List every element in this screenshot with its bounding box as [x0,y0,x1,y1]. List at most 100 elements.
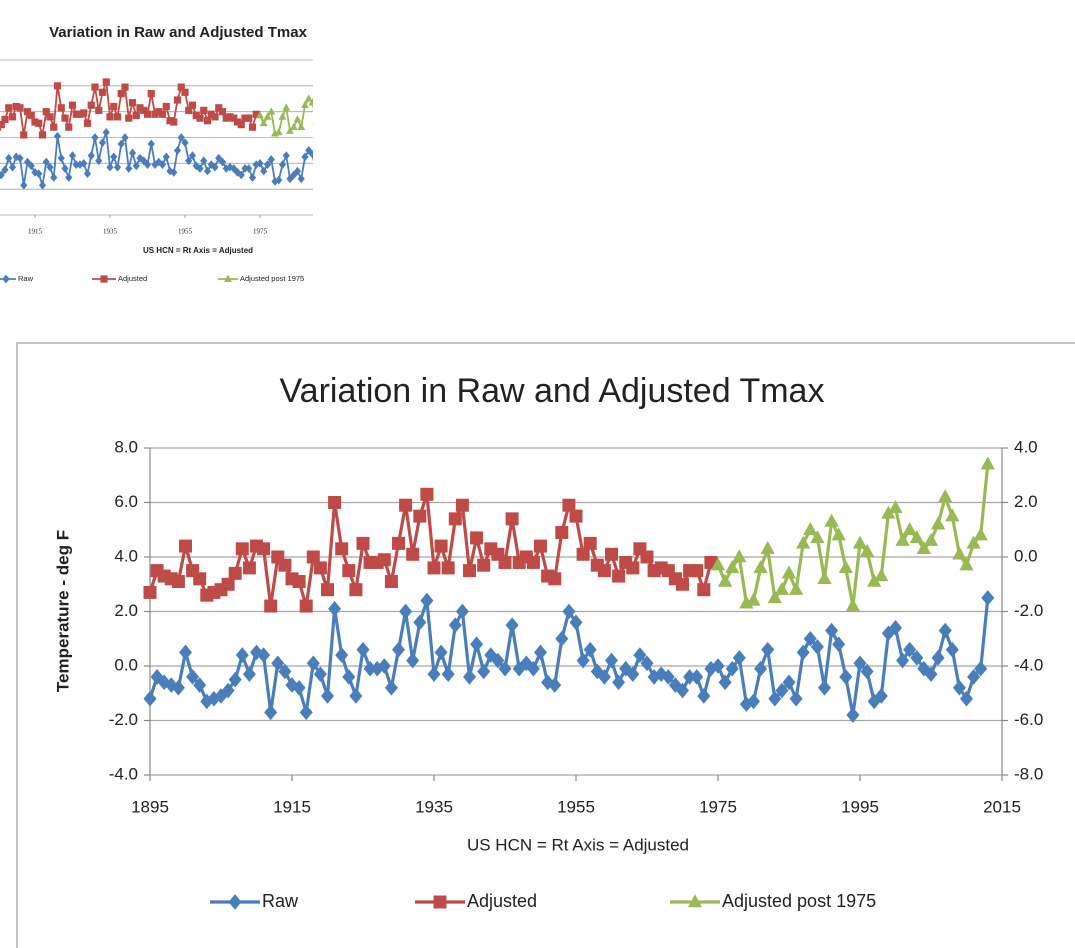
data-point [597,564,611,578]
legend-label: Raw [18,274,34,283]
data-point [299,704,313,721]
data-point [278,160,287,169]
data-point [420,592,434,609]
data-point [342,116,350,123]
legend-label: Raw [262,891,299,911]
data-point [938,489,953,503]
data-point [0,170,5,180]
data-point [910,650,924,666]
data-point [832,636,846,652]
data-point [335,162,342,171]
data-point [80,159,88,168]
data-point [441,561,455,575]
x-tick-label: 1975 [253,228,268,236]
data-point [68,101,77,109]
data-point [981,590,995,606]
data-point [181,138,189,147]
data-point [16,104,24,112]
data-point [117,89,125,98]
data-point [365,160,372,169]
data-point [186,669,200,685]
data-point [349,688,363,704]
data-point [369,100,377,107]
data-point [406,547,420,561]
data-point [363,660,377,677]
y2-tick-label: 2.0 [1014,492,1038,511]
data-point [110,102,118,111]
data-point [612,569,626,583]
data-point [76,160,84,169]
data-point [12,102,20,111]
legend-marker [433,895,447,909]
data-point [427,666,441,682]
data-point [380,88,388,95]
data-point [72,110,80,118]
y-tick-label: 8.0 [114,437,138,456]
data-point [697,688,711,704]
data-point [343,173,350,182]
data-point [320,149,327,158]
data-point [324,113,332,120]
data-point [170,168,178,177]
data-point [328,496,342,509]
data-point [930,516,946,530]
data-point [228,566,242,580]
data-point [945,641,959,658]
data-point [50,123,58,131]
data-point [387,111,395,118]
data-point [61,164,69,173]
legend-marker [228,894,242,910]
x-tick-label: 1895 [131,797,169,816]
data-point [121,133,129,142]
data-point [391,164,398,173]
data-point [420,487,434,501]
data-point [845,598,861,612]
data-point [98,88,107,96]
data-point [158,160,167,169]
data-point [263,112,272,120]
data-point [57,153,65,163]
data-point [248,173,257,182]
data-point [181,88,189,96]
data-point [155,108,163,116]
data-point [162,102,170,111]
data-point [569,509,583,523]
data-point [354,100,362,107]
data-point [838,560,853,574]
data-point [252,110,260,118]
data-point [384,106,392,113]
data-point [76,110,84,118]
data-point [313,666,327,682]
data-point [324,164,331,173]
y2-tick-label: -8.0 [419,212,431,219]
data-point [292,680,306,696]
data-point [803,521,818,535]
data-point [434,539,448,553]
data-point [143,690,157,707]
data-point [916,541,932,555]
data-point [177,133,185,142]
data-point [498,555,512,569]
data-point [775,682,789,699]
data-point [852,535,868,549]
data-point [218,157,227,167]
data-point [321,583,334,597]
data-point [361,98,369,105]
data-point [690,564,704,578]
data-point [441,666,455,682]
data-point [87,151,95,160]
data-point [605,652,618,669]
data-point [376,142,383,151]
data-point [710,557,726,571]
data-point [377,658,391,674]
data-point [959,557,974,571]
legend-label: Adjusted [118,274,147,283]
data-point [301,100,309,109]
y2-tick-label: 0.0 [419,109,429,116]
data-point [938,622,952,639]
data-point [612,674,626,691]
data-point [923,532,939,546]
data-point [924,666,938,682]
y-axis-title: Temperature - deg F [53,530,72,692]
data-point [711,658,725,674]
